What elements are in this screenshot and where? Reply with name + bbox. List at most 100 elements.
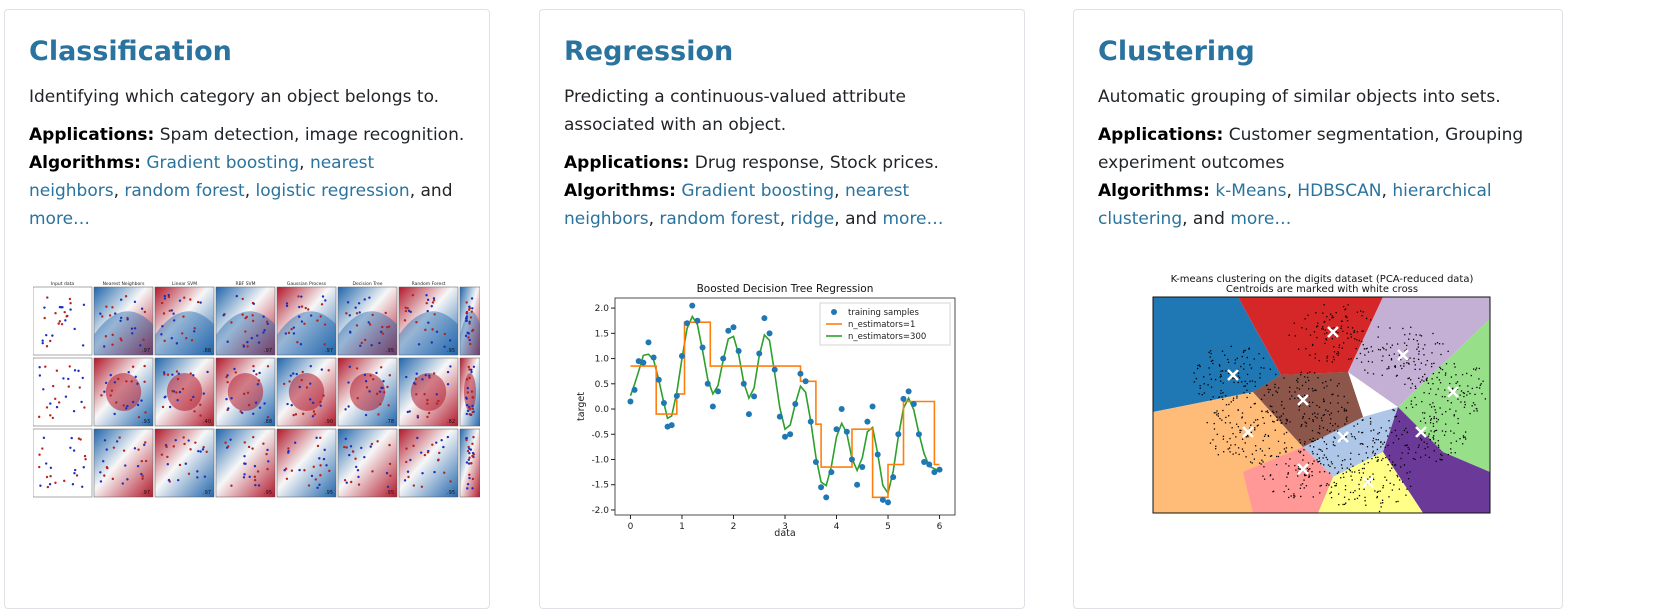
sample-dot	[1425, 379, 1428, 381]
classifier-comparison-figure[interactable]: Input data Nearest Neighbors Linear SVM RBF…	[33, 280, 480, 500]
sample-dot	[1382, 502, 1384, 504]
sample-dot	[1389, 327, 1391, 329]
data-point	[44, 462, 48, 465]
link-ridge[interactable]: ridge	[790, 209, 835, 229]
sample-dot	[1237, 447, 1240, 449]
link-random-forest[interactable]: random forest	[124, 181, 245, 201]
sample-dot	[1253, 358, 1255, 360]
regression-title[interactable]: Regression	[564, 36, 734, 67]
sample-dot	[1315, 326, 1318, 328]
sample-dot	[1382, 485, 1385, 487]
sample-point	[766, 330, 773, 337]
sample-dot	[1331, 361, 1333, 363]
sample-dot	[1374, 454, 1376, 456]
clustering-title[interactable]: Clustering	[1098, 36, 1255, 67]
link-gradient-boosting[interactable]: Gradient boosting	[146, 153, 300, 173]
sample-dot	[1272, 394, 1274, 396]
sample-dot	[1418, 350, 1420, 353]
sample-point	[859, 464, 866, 471]
sample-dot	[1308, 388, 1310, 390]
link-nearest-neighbors[interactable]: nearest neighbors	[29, 153, 375, 201]
sample-point	[740, 380, 747, 387]
sample-dot	[1312, 419, 1314, 421]
sample-dot	[1463, 406, 1466, 409]
sample-dot	[1410, 379, 1412, 381]
sample-dot	[1435, 429, 1438, 432]
sample-dot	[1460, 401, 1462, 403]
data-point	[300, 305, 304, 308]
sample-dot	[1388, 455, 1391, 457]
data-point	[171, 389, 174, 393]
data-point	[466, 391, 470, 394]
sample-dot	[1321, 328, 1323, 330]
link-nearest-neighbors[interactable]: nearest neighbors	[564, 181, 910, 229]
data-point	[471, 404, 474, 408]
accuracy-score: .93	[142, 419, 150, 425]
sample-dot	[1318, 359, 1320, 362]
sample-dot	[1409, 357, 1411, 359]
data-point	[300, 378, 303, 382]
sample-dot	[1372, 452, 1374, 454]
sample-dot	[1453, 363, 1455, 365]
sample-dot	[1367, 351, 1370, 353]
sample-dot	[1274, 386, 1276, 388]
link-more[interactable]: more…	[882, 209, 944, 229]
sample-dot	[1235, 436, 1237, 438]
link-k-means[interactable]: k-Means	[1215, 181, 1287, 201]
link-random-forest[interactable]: random forest	[659, 209, 780, 229]
sample-dot	[1382, 355, 1384, 357]
link-hdbscan[interactable]: HDBSCAN	[1297, 181, 1382, 201]
sample-dot	[1395, 435, 1398, 437]
sample-dot	[1355, 347, 1357, 350]
data-point	[371, 313, 374, 317]
data-point	[315, 436, 318, 440]
data-point	[449, 365, 452, 368]
decision-region	[464, 372, 476, 412]
data-point	[469, 448, 473, 451]
sample-dot	[1317, 322, 1319, 324]
data-point	[64, 395, 68, 398]
link-hierarchical-clustering[interactable]: hierarchical clustering	[1098, 181, 1492, 229]
sample-dot	[1210, 386, 1213, 388]
kmeans-clustering-figure[interactable]: K-means clustering on the digits dataset…	[1145, 268, 1500, 518]
data-point	[252, 435, 255, 439]
data-point	[111, 477, 115, 481]
sample-dot	[1219, 365, 1221, 367]
sample-dot	[1269, 405, 1272, 407]
sample-dot	[1380, 427, 1382, 429]
sample-dot	[1420, 335, 1423, 337]
sample-dot	[1467, 385, 1469, 387]
sample-point	[921, 459, 928, 466]
link-more[interactable]: more…	[29, 209, 91, 229]
input-data-panel	[33, 357, 93, 427]
sample-point	[787, 431, 794, 438]
data-point	[131, 332, 134, 335]
data-point	[407, 475, 410, 479]
data-point	[348, 314, 352, 317]
data-point	[246, 345, 249, 348]
sample-dot	[1294, 335, 1296, 337]
classification-title[interactable]: Classification	[29, 36, 232, 67]
sample-dot	[1381, 499, 1384, 501]
link-gradient-boosting[interactable]: Gradient boosting	[681, 181, 835, 201]
data-point	[290, 469, 294, 472]
sample-dot	[1203, 383, 1205, 385]
sample-dot	[1263, 466, 1265, 468]
sample-dot	[1233, 381, 1235, 384]
sample-dot	[1254, 402, 1256, 405]
link-logistic-regression[interactable]: logistic regression	[255, 181, 410, 201]
sample-dot	[1356, 423, 1359, 425]
link-more[interactable]: more…	[1230, 209, 1292, 229]
data-point	[421, 472, 424, 475]
sample-dot	[1241, 412, 1244, 414]
sample-dot	[1349, 491, 1352, 494]
sample-dot	[1250, 367, 1253, 369]
sample-dot	[1299, 442, 1302, 444]
data-point	[41, 447, 44, 450]
x-tick-label: 5	[885, 522, 891, 532]
sample-dot	[1445, 372, 1447, 374]
sample-dot	[1262, 475, 1264, 477]
sample-dot	[1267, 435, 1270, 438]
data-point	[298, 468, 301, 472]
